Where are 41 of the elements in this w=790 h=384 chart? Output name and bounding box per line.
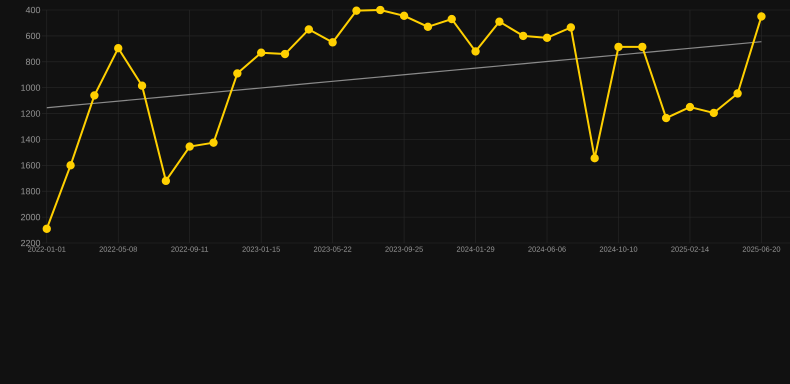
- point: [138, 82, 146, 90]
- point: [114, 44, 122, 52]
- point: [733, 89, 742, 98]
- point: [710, 108, 718, 118]
- y-tick-label: 800: [26, 58, 40, 65]
- point: [757, 12, 766, 21]
- point: [686, 102, 694, 112]
- point: [471, 47, 480, 56]
- point: [186, 142, 194, 151]
- point: [42, 224, 51, 233]
- y-tick-label: 1200: [21, 110, 40, 117]
- point: [376, 6, 384, 14]
- point: [424, 22, 432, 32]
- point: [233, 69, 242, 78]
- point: [162, 176, 170, 186]
- y-tick-label: 2000: [20, 214, 40, 220]
- point: [566, 23, 576, 32]
- point: [280, 50, 290, 58]
- y-tick-label: 1600: [21, 162, 40, 169]
- point: [590, 154, 599, 162]
- point: [638, 42, 647, 52]
- point: [519, 32, 528, 40]
- point: [328, 38, 337, 47]
- y-tick-label: 1400: [21, 136, 40, 143]
- point: [448, 14, 456, 24]
- y-tick-label: 2200: [20, 240, 40, 246]
- point: [90, 91, 99, 100]
- point: [209, 138, 218, 147]
- y-tick-label: 1000: [21, 84, 40, 91]
- y-tick-label: 600: [26, 32, 40, 40]
- point: [66, 161, 75, 170]
- y-tick-label: 400: [26, 6, 40, 14]
- point: [495, 17, 504, 26]
- point: [400, 12, 408, 20]
- point: [542, 34, 552, 42]
- point: [614, 42, 623, 52]
- point: [662, 114, 670, 122]
- point: [352, 6, 361, 15]
- point: [256, 48, 266, 57]
- point: [304, 25, 313, 34]
- y-tick-label: 1800: [21, 188, 40, 194]
